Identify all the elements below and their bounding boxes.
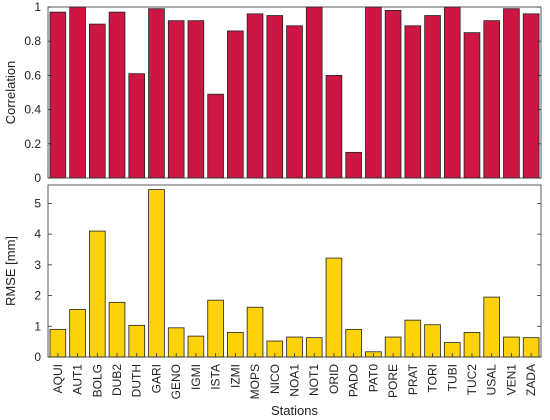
y-tick-label: 0 bbox=[34, 171, 41, 185]
y-tick-label: 0.2 bbox=[24, 137, 41, 151]
correlation-bar-pat0 bbox=[365, 6, 382, 179]
rmse-bar-ista bbox=[207, 299, 224, 358]
top-panel: 0 0.2 0.4 0.6 0.8 1 Correlation bbox=[3, 0, 542, 185]
rmse-bar-duth bbox=[128, 324, 146, 358]
x-tick-label-orid: ORID bbox=[327, 364, 341, 394]
x-tick-label-duth: DUTH bbox=[130, 364, 144, 397]
correlation-bar-geno bbox=[167, 20, 185, 179]
y-tick-label: 4 bbox=[34, 227, 41, 241]
correlation-bar-nico bbox=[266, 15, 284, 179]
correlation-bars bbox=[49, 6, 540, 179]
correlation-bar-mops bbox=[246, 13, 264, 179]
x-tick-label-pado: PADO bbox=[347, 364, 361, 397]
rmse-bar-aut1 bbox=[69, 308, 86, 358]
x-tick-label-izmi: IZMI bbox=[228, 364, 242, 388]
x-tick-label-noa1: NOA1 bbox=[288, 364, 302, 397]
correlation-bar-aut1 bbox=[69, 6, 86, 179]
x-tick-label-tori: TORI bbox=[426, 364, 440, 392]
rmse-bar-dub2 bbox=[108, 301, 126, 358]
x-tick-label-bolg: BOLG bbox=[90, 364, 104, 397]
x-tick-label-mops: MOPS bbox=[248, 364, 262, 399]
correlation-bar-tuc2 bbox=[463, 32, 481, 179]
correlation-bar-duth bbox=[128, 73, 146, 179]
rmse-bar-prat bbox=[404, 319, 422, 358]
x-tick-label-ven1: VEN1 bbox=[504, 364, 518, 396]
x-tick-label-tuc2: TUC2 bbox=[465, 364, 479, 396]
y-tick-label: 5 bbox=[34, 196, 41, 210]
y-tick-label: 0.8 bbox=[24, 34, 41, 48]
correlation-bar-noa1 bbox=[286, 25, 303, 179]
y-tick-label: 1 bbox=[34, 0, 41, 14]
x-tick-label-aut1: AUT1 bbox=[71, 364, 85, 395]
x-tick-label-pore: PORE bbox=[386, 364, 400, 398]
bottom-panel: 0 1 2 3 4 5 AQUI AUT1 BOLG DUB2 DUTH GARI GENO IGMI I… bbox=[3, 184, 542, 418]
x-tick-label-prat: PRAT bbox=[406, 363, 420, 395]
y-tick-label: 1 bbox=[34, 319, 41, 333]
rmse-bar-tori bbox=[424, 324, 441, 358]
x-tick-label-tubi: TUBI bbox=[445, 364, 459, 391]
y-tick-label: 0.6 bbox=[24, 68, 41, 82]
correlation-bar-ista bbox=[207, 93, 224, 179]
bottom-y-ticks: 0 1 2 3 4 5 bbox=[34, 196, 541, 364]
x-tick-label-geno: GENO bbox=[169, 364, 183, 399]
rmse-bar-mops bbox=[246, 306, 264, 358]
rmse-bar-aqui bbox=[49, 328, 67, 358]
top-axes-frame bbox=[47, 6, 542, 179]
correlation-bar-not1 bbox=[305, 6, 323, 179]
rmse-bar-pado bbox=[345, 328, 362, 358]
correlation-bar-orid bbox=[325, 75, 343, 179]
x-axis-label: Stations bbox=[271, 403, 318, 418]
correlation-bar-gari bbox=[148, 8, 165, 179]
rmse-bar-geno bbox=[167, 327, 185, 358]
x-tick-label-usal: USAL bbox=[485, 364, 499, 396]
top-y-axis-label: Correlation bbox=[3, 61, 18, 125]
x-tick-label-gari: GARI bbox=[149, 364, 163, 393]
y-tick-label: 0.4 bbox=[24, 103, 41, 117]
correlation-bar-aqui bbox=[49, 11, 67, 179]
x-tick-label-zada: ZADA bbox=[524, 364, 538, 396]
correlation-bar-ven1 bbox=[503, 8, 520, 179]
x-tick-label-dub2: DUB2 bbox=[110, 364, 124, 396]
y-tick-label: 0 bbox=[34, 350, 41, 364]
correlation-bar-zada bbox=[522, 13, 540, 179]
x-tick-label-igmi: IGMI bbox=[189, 364, 203, 390]
correlation-bar-pado bbox=[345, 151, 362, 179]
x-tick-label-ista: ISTA bbox=[209, 364, 223, 390]
x-tick-label-not1: NOT1 bbox=[307, 364, 321, 396]
correlation-bar-tubi bbox=[443, 6, 461, 179]
x-tick-label-pat0: PAT0 bbox=[366, 364, 380, 393]
x-tick-label-aqui: AQUI bbox=[51, 364, 65, 393]
correlation-bar-pore bbox=[384, 10, 402, 179]
correlation-bar-tori bbox=[424, 15, 441, 179]
rmse-bars bbox=[49, 189, 540, 358]
bottom-x-ticks: AQUI AUT1 BOLG DUB2 DUTH GARI GENO IGMI ISTA IZMI… bbox=[51, 353, 538, 399]
correlation-bar-igmi bbox=[187, 20, 205, 179]
rmse-bar-bolg bbox=[89, 230, 106, 358]
correlation-bar-dub2 bbox=[108, 11, 126, 179]
bottom-y-axis-label: RMSE [mm] bbox=[3, 236, 18, 306]
y-tick-label: 2 bbox=[34, 289, 41, 303]
y-tick-label: 3 bbox=[34, 258, 41, 272]
rmse-bar-orid bbox=[325, 257, 343, 358]
top-y-ticks: 0 0.2 0.4 0.6 0.8 1 bbox=[24, 0, 541, 185]
correlation-bar-izmi bbox=[227, 30, 244, 179]
correlation-bar-bolg bbox=[89, 23, 106, 179]
x-tick-label-nico: NICO bbox=[268, 364, 282, 394]
rmse-bar-gari bbox=[148, 189, 165, 358]
correlation-bar-usal bbox=[483, 20, 500, 179]
correlation-bar-prat bbox=[404, 25, 422, 179]
rmse-bar-usal bbox=[483, 296, 500, 358]
